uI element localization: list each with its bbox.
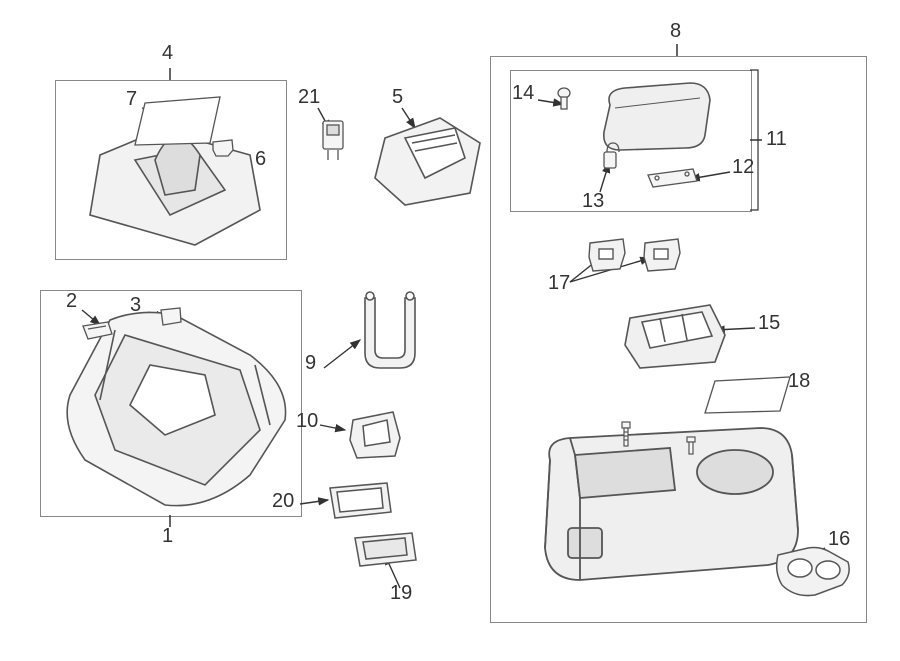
part-bracket-9: [355, 288, 425, 378]
part-cupholder-16: [770, 540, 855, 600]
part-bolt-b: [685, 435, 697, 457]
callout-21: 21: [298, 86, 320, 109]
part-switch-21: [320, 118, 346, 164]
part-inner-box-15: [620, 300, 730, 370]
part-bumper-14: [555, 85, 573, 113]
parts-diagram: 4 1 8 11 2 3 5 6 7 9 10 12 13 14: [0, 0, 900, 661]
part-hinge-12: [645, 165, 700, 189]
callout-14: 14: [512, 82, 534, 105]
callout-19: 19: [390, 582, 412, 605]
part-bracket-10: [345, 408, 405, 463]
part-mat-18: [700, 375, 795, 417]
part-clip-6: [210, 138, 236, 160]
callout-1: 1: [162, 525, 173, 548]
callout-17: 17: [548, 272, 570, 295]
callout-11: 11: [766, 128, 787, 151]
callout-12: 12: [732, 156, 754, 179]
part-upper-panel: [370, 113, 485, 208]
callout-15: 15: [758, 312, 780, 335]
part-rear-console: [520, 420, 810, 590]
part-hinge-17b: [640, 235, 685, 275]
part-lock-13: [598, 140, 622, 174]
callout-13: 13: [582, 190, 604, 213]
callout-8: 8: [670, 20, 681, 43]
callout-4: 4: [162, 42, 173, 65]
part-hinge-17a: [585, 235, 630, 275]
part-plug-3: [158, 306, 184, 328]
callout-5: 5: [392, 86, 403, 109]
part-bezel-19: [350, 530, 420, 570]
callout-9: 9: [305, 352, 316, 375]
part-bolt-a: [620, 420, 632, 450]
part-plug-2: [80, 320, 115, 342]
part-pocket-20: [325, 480, 395, 522]
